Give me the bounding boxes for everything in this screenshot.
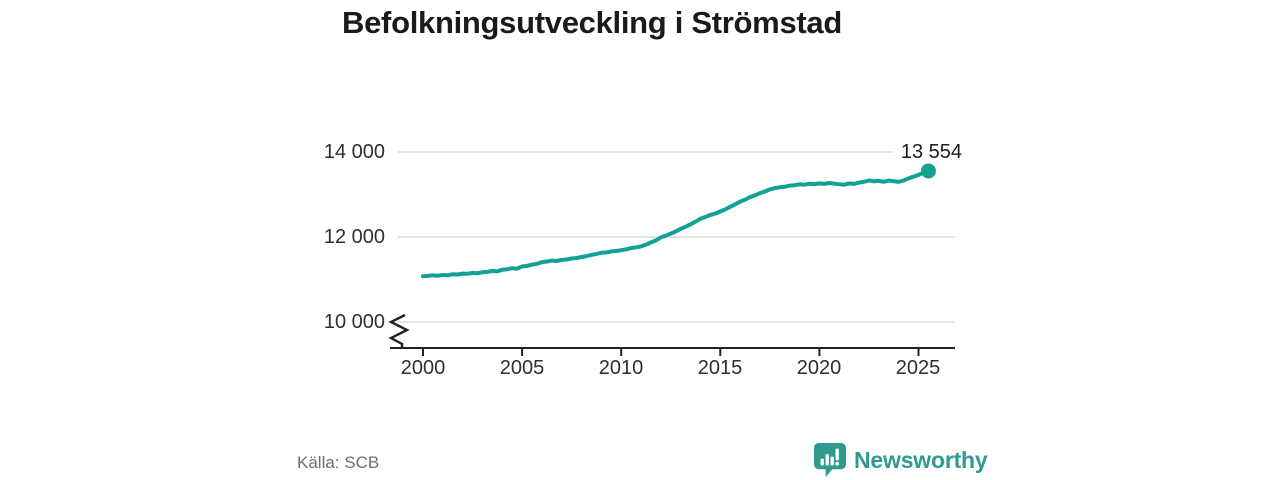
x-axis [390,347,955,356]
x-tick-label-2000: 2000 [400,357,446,379]
page-title: Befolkningsutveckling i Strömstad [342,5,842,40]
x-tick-label-2005: 2005 [499,357,545,379]
x-tick-label-2010: 2010 [598,357,644,379]
y-tick-label-10000: 10 000 [323,311,385,333]
newsworthy-wordmark: Newsworthy [854,447,988,473]
y-tick-label-14000: 14 000 [323,141,385,163]
x-tick-label-2015: 2015 [697,357,743,379]
y-axis-break-icon [388,313,410,348]
x-tick-label-2020: 2020 [796,357,842,379]
y-tick-label-12000: 12 000 [323,226,385,248]
gridlines [398,151,955,323]
newsworthy-bubble-chart-icon [814,443,847,477]
end-value-label: 13 554 [900,141,962,163]
x-tick-label-2025: 2025 [895,357,941,379]
end-point-dot [920,163,936,179]
source-caption: Källa: SCB [297,453,380,472]
series-line [421,169,931,279]
newsworthy-logo: Newsworthy [814,443,988,478]
